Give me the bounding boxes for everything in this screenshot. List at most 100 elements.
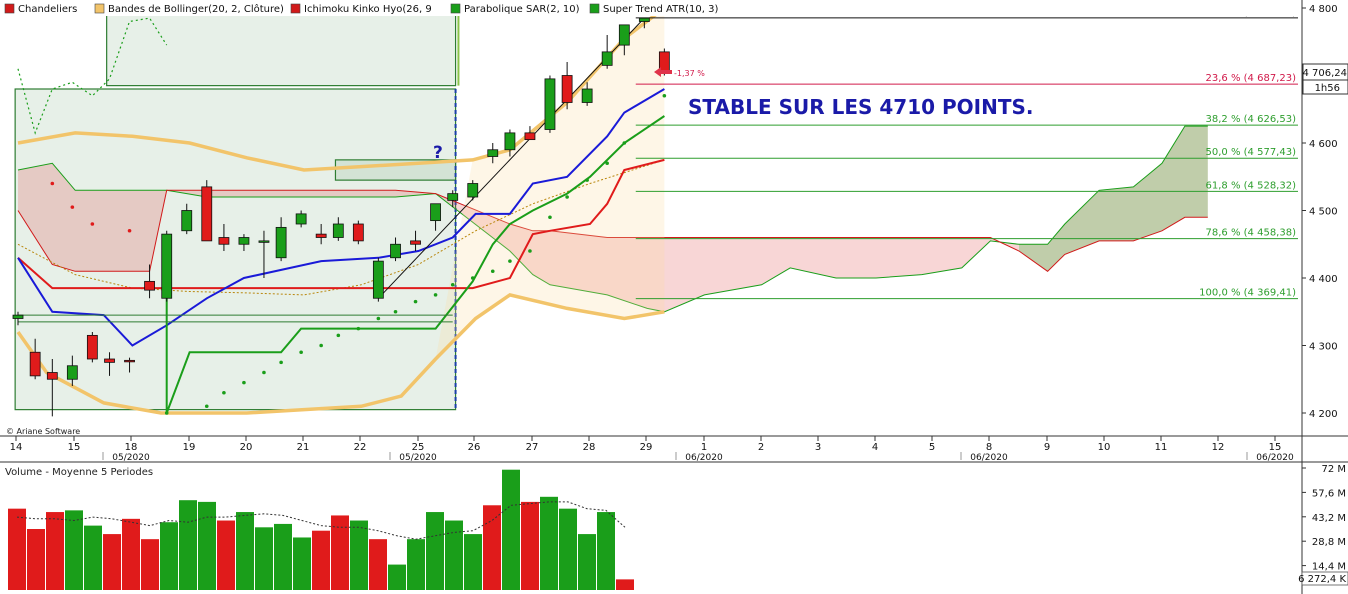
legend-swatch bbox=[4, 3, 15, 14]
sar-dot bbox=[450, 282, 455, 287]
candle-body bbox=[467, 183, 479, 198]
candle-body bbox=[601, 51, 613, 66]
sar-dot bbox=[222, 390, 226, 395]
candle-body bbox=[144, 280, 155, 291]
volume-tick-label: 14,4 M bbox=[1312, 562, 1346, 573]
sar-dot bbox=[242, 380, 246, 385]
candle-body bbox=[581, 88, 593, 103]
time-tick-label: 4 bbox=[872, 442, 878, 453]
trendline bbox=[378, 17, 645, 299]
sar-dot bbox=[548, 215, 552, 220]
volume-bars bbox=[8, 469, 634, 590]
price-tick-label: 4 300 bbox=[1309, 342, 1338, 353]
month-label: 06/2020 bbox=[970, 453, 1008, 463]
volume-bar bbox=[502, 469, 520, 590]
volume-bar bbox=[274, 523, 292, 590]
candle-body bbox=[258, 240, 270, 243]
month-label: 06/2020 bbox=[685, 453, 723, 463]
candle-body bbox=[275, 226, 287, 259]
fib-label: 78,6 % (4 458,38) bbox=[1206, 228, 1297, 239]
time-tick-label: 19 bbox=[183, 442, 196, 453]
volume-tick-label: 57,6 M bbox=[1312, 488, 1346, 499]
sar-dot bbox=[662, 93, 667, 98]
sar-dot bbox=[90, 222, 95, 226]
time-tick-label: 28 bbox=[583, 442, 596, 453]
legend-swatch bbox=[94, 3, 105, 14]
time-tick-label: 15 bbox=[68, 442, 81, 453]
volume-bar bbox=[521, 501, 539, 590]
volume-bar bbox=[540, 496, 558, 590]
sar-dots bbox=[50, 93, 667, 415]
drawing-box bbox=[106, 10, 457, 87]
sar-dot bbox=[433, 293, 438, 297]
volume-bar bbox=[84, 525, 102, 590]
volume-average bbox=[16, 501, 626, 540]
volume-bar bbox=[8, 508, 26, 590]
volume-bar bbox=[464, 534, 482, 590]
volume-last-value: 6 272,4 K bbox=[1298, 574, 1346, 585]
volume-bar bbox=[65, 510, 83, 590]
volume-bar bbox=[27, 529, 45, 590]
legend-item: Chandeliers bbox=[18, 4, 77, 15]
volume-axis: 72 M 57,6 M 43,2 M 28,8 M 14,4 M bbox=[1302, 464, 1346, 573]
time-tick-label: 22 bbox=[354, 442, 367, 453]
cloud-fill-red bbox=[18, 126, 1208, 312]
candle-body bbox=[12, 314, 24, 319]
sar-dot bbox=[413, 299, 418, 304]
sar-dot bbox=[376, 316, 381, 321]
time-tick-label: 2 bbox=[758, 442, 764, 453]
candles bbox=[12, 17, 670, 417]
time-tick-label: 9 bbox=[1044, 442, 1050, 453]
month-label: 06/2020 bbox=[1256, 453, 1294, 463]
bollinger-middle bbox=[17, 159, 665, 296]
volume-bar bbox=[141, 539, 159, 590]
timeframe-box bbox=[1302, 79, 1348, 95]
sar-dot bbox=[319, 343, 323, 348]
sar-dot bbox=[299, 350, 303, 355]
time-tick-label: 26 bbox=[468, 442, 481, 453]
candle-body bbox=[544, 78, 556, 130]
legend-item: Super Trend ATR(10, 3) bbox=[603, 4, 718, 15]
sar-dot bbox=[585, 178, 589, 182]
time-tick-label: 8 bbox=[986, 442, 992, 453]
volume-bar bbox=[198, 501, 216, 590]
volume-bar bbox=[255, 527, 273, 590]
sar-dot bbox=[528, 249, 532, 253]
indicator-lines bbox=[17, 17, 665, 414]
sar-dot bbox=[622, 141, 627, 145]
volume-bar bbox=[578, 534, 596, 590]
sar-dot bbox=[393, 309, 398, 314]
timeframe: 1h56 bbox=[1315, 83, 1340, 94]
time-tick-label: 10 bbox=[1098, 442, 1111, 453]
volume-bar bbox=[483, 505, 501, 590]
time-axis: 14 15 18 19 20 21 22 25 26 27 28 29 1 2 3 4 5 8 9 10 11 12 150… bbox=[10, 436, 1294, 463]
time-tick-label: 3 bbox=[815, 442, 821, 453]
candle-body bbox=[46, 372, 58, 380]
bollinger-lower bbox=[16, 293, 665, 415]
price-tick-label: 4 200 bbox=[1309, 409, 1338, 420]
legend-item: Ichimoku Kinko Hyo(26, 9 bbox=[304, 4, 432, 15]
candle-body bbox=[295, 213, 307, 225]
time-tick-label: 15 bbox=[1269, 442, 1282, 453]
time-tick-label: 14 bbox=[10, 442, 23, 453]
candle-body bbox=[124, 359, 135, 363]
month-label: 05/2020 bbox=[112, 453, 150, 463]
candle-body bbox=[504, 132, 516, 151]
candle-body bbox=[352, 223, 364, 242]
candle-body bbox=[372, 260, 384, 299]
time-tick-label: 12 bbox=[1212, 442, 1225, 453]
fib-label: 100,0 % (4 369,41) bbox=[1199, 288, 1296, 299]
price-tick-label: 4 500 bbox=[1309, 207, 1338, 218]
sar-dot bbox=[336, 333, 341, 338]
sar-dot bbox=[565, 195, 569, 199]
time-tick-label: 21 bbox=[297, 442, 310, 453]
indicator-legend[interactable]: Chandeliers Bandes de Bollinger(20, 2, Cl… bbox=[4, 3, 718, 15]
candle-body bbox=[104, 358, 115, 363]
candle-body bbox=[524, 132, 536, 141]
time-tick-label: 18 bbox=[125, 442, 138, 453]
fib-label: 23,6 % (4 687,23) bbox=[1206, 73, 1297, 84]
volume-bar bbox=[312, 530, 330, 590]
volume-bar bbox=[426, 512, 444, 590]
legend-swatch bbox=[290, 3, 301, 14]
